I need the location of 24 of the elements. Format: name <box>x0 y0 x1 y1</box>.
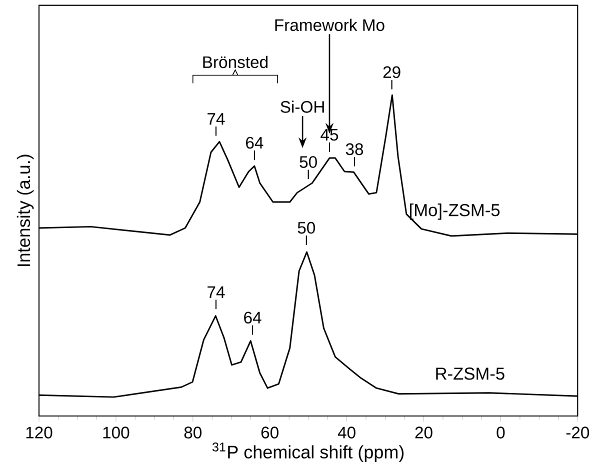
annotation: 38 <box>346 143 364 156</box>
text: Brönsted <box>203 56 268 68</box>
annotation: Si-OH <box>280 100 324 113</box>
annotation: 64 <box>246 137 264 149</box>
x-axis-title: $^{31}$P chemical shift (ppm) <box>212 442 404 462</box>
series-label: R-ZSM-5 <box>436 368 504 380</box>
x-tick-label: 60 <box>261 426 278 439</box>
annotation: 74 <box>208 286 225 298</box>
annotation: 74 <box>208 113 225 125</box>
annotation: 64 <box>244 312 262 324</box>
series-label: [Mo]-ZSM-5 <box>410 204 500 220</box>
annotation: 29 <box>383 66 400 78</box>
annotation: 45 <box>320 129 338 141</box>
x-tick-label: 0 <box>496 426 505 439</box>
x-tick-label: 80 <box>184 426 202 439</box>
text: Framework Mo <box>275 18 384 32</box>
annotation: 50 <box>298 222 316 234</box>
y-axis-title: Intensity (a.u.) <box>16 154 34 266</box>
x-tick-label: -20 <box>566 426 590 439</box>
x-tick-label: 40 <box>338 426 356 439</box>
x-tick-label: 20 <box>415 426 432 439</box>
x-tick-label: 100 <box>103 426 130 439</box>
x-tick-label: 120 <box>26 426 52 439</box>
annotation: 50 <box>300 156 317 168</box>
